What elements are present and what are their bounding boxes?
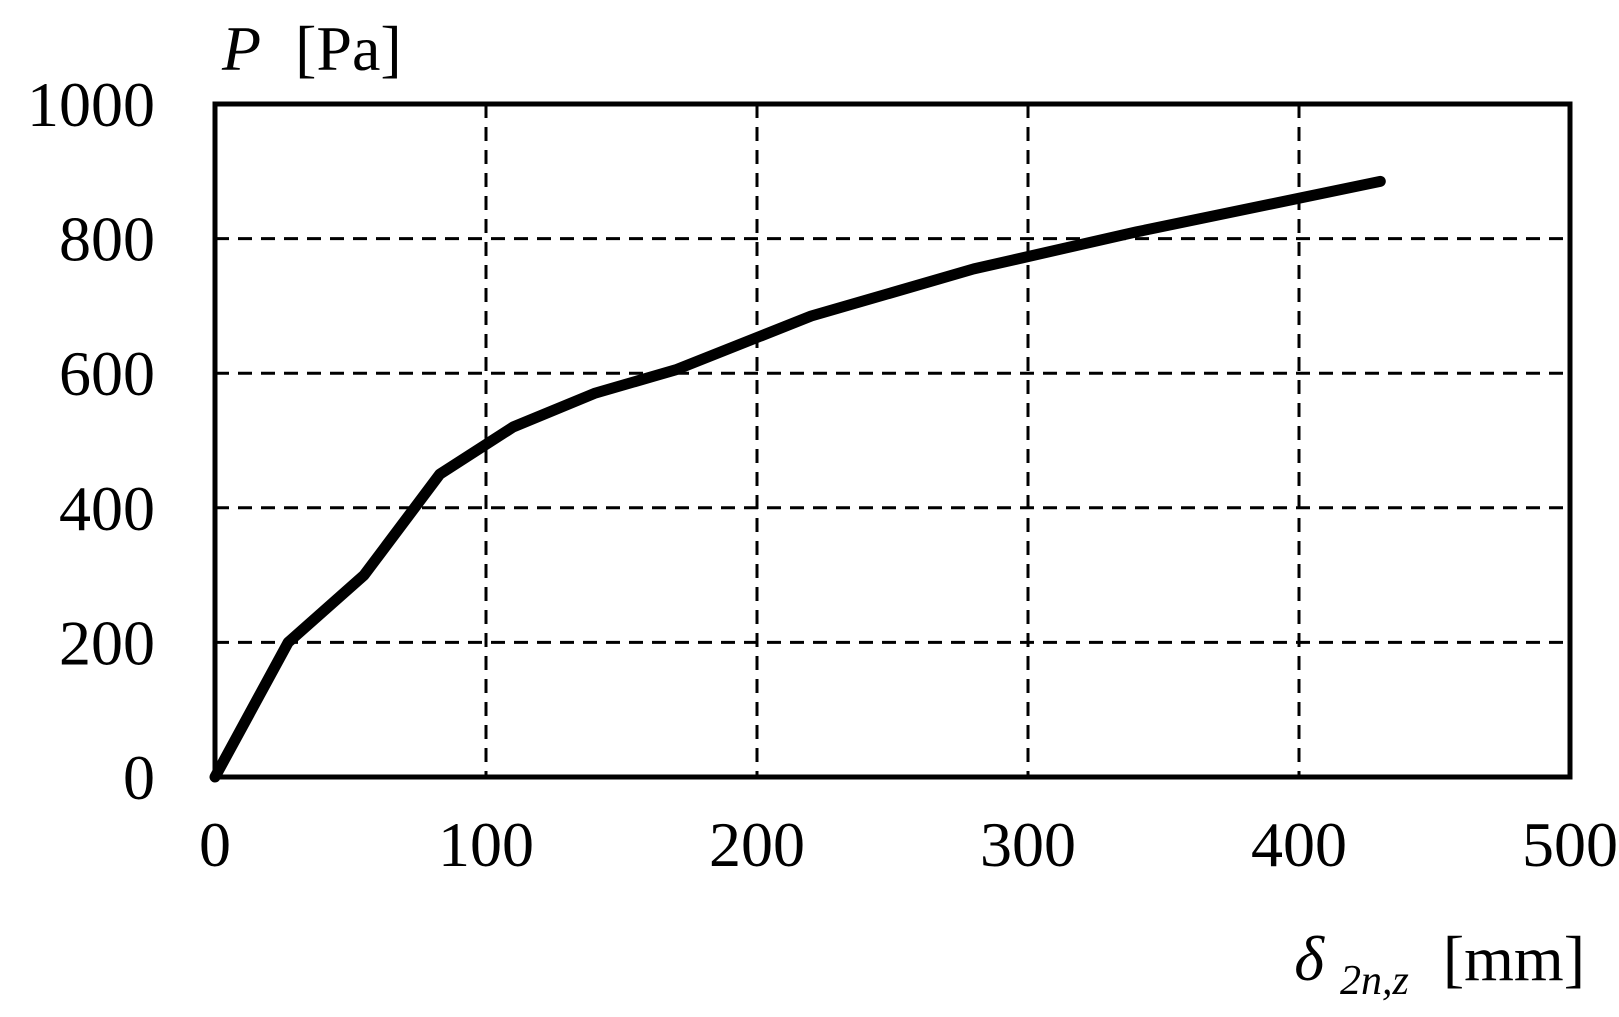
x-tick-label: 400	[1251, 809, 1347, 880]
x-tick-label: 0	[199, 809, 231, 880]
y-tick-label: 200	[59, 607, 155, 678]
y-axis-unit: [Pa]	[295, 13, 402, 84]
x-tick-labels: 0 100 200 300 400 500	[199, 809, 1618, 880]
grid-layer	[215, 104, 1570, 777]
plot-frame	[212, 101, 1573, 780]
x-tick-label: 200	[709, 809, 805, 880]
y-tick-label: 400	[59, 473, 155, 544]
x-tick-label: 300	[980, 809, 1076, 880]
x-axis-label: δ 2n,z [mm]	[1294, 923, 1585, 1008]
x-axis-subscript: 2n,z	[1340, 958, 1409, 1004]
y-tick-label: 1000	[27, 69, 155, 140]
series-layer	[209, 175, 1386, 783]
x-tick-label: 500	[1522, 809, 1618, 880]
x-axis-unit: [mm]	[1443, 923, 1585, 994]
series-line	[209, 175, 1386, 783]
y-axis-symbol: P	[221, 13, 261, 84]
y-tick-labels: 0 200 400 600 800 1000	[27, 69, 155, 813]
x-tick-label: 100	[438, 809, 534, 880]
y-axis-label: P [Pa]	[221, 13, 402, 84]
x-axis-symbol: δ	[1294, 923, 1325, 994]
y-tick-label: 800	[59, 204, 155, 275]
y-tick-label: 600	[59, 338, 155, 409]
y-tick-label: 0	[123, 742, 155, 813]
